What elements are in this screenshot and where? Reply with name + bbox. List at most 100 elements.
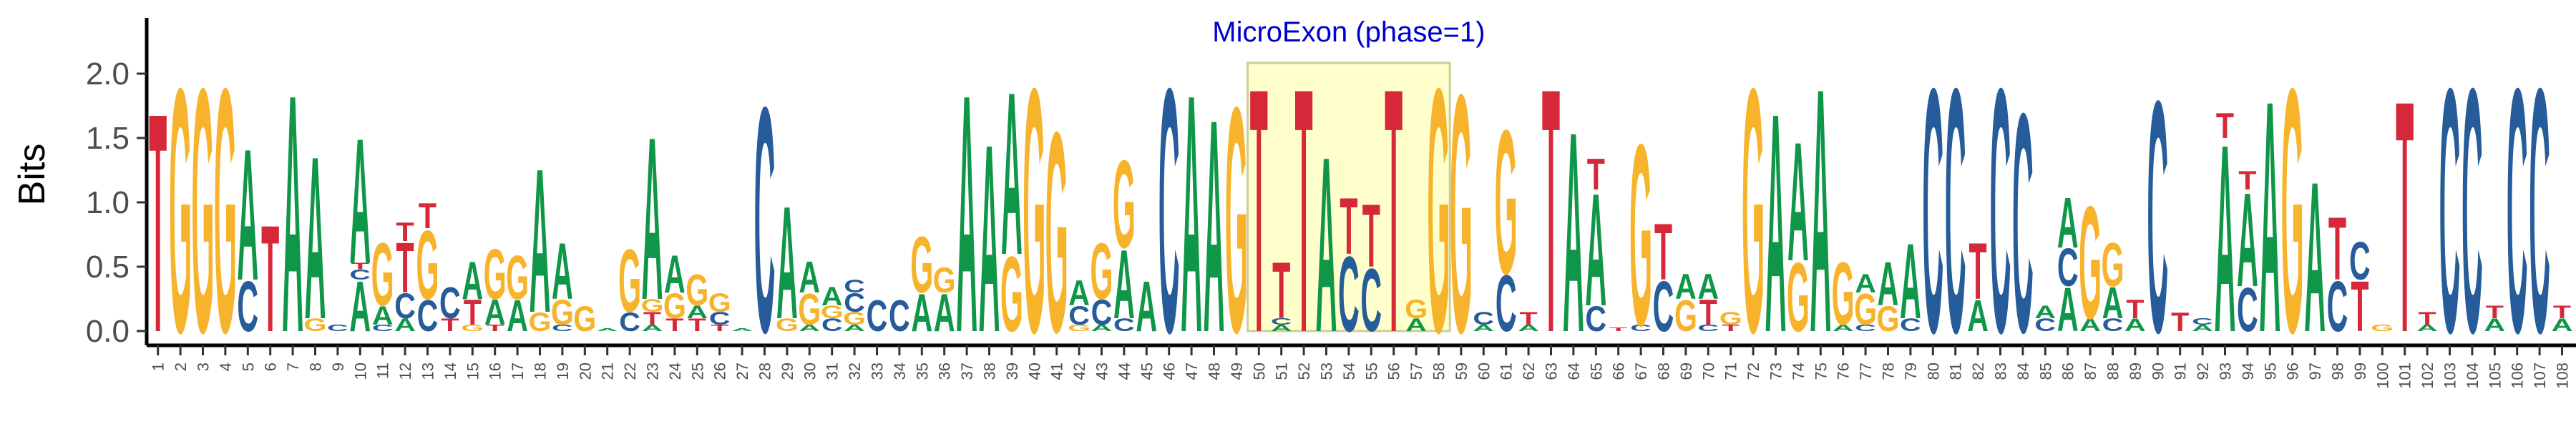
logo-letter-G: G — [1719, 309, 1742, 329]
x-tick-label: 60 — [1475, 363, 1493, 380]
logo-letter-T: T — [419, 196, 436, 236]
x-tick-label: 97 — [2306, 363, 2324, 380]
logo-letter-A: A — [2124, 315, 2146, 335]
logo-letter-C: C — [2147, 32, 2168, 402]
x-tick-label: 14 — [441, 363, 459, 380]
logo-letter-G: G — [1023, 16, 1045, 405]
x-tick-label: 50 — [1250, 363, 1268, 380]
logo-letter-G: G — [573, 299, 596, 339]
logo-letter-A: A — [2079, 315, 2101, 335]
x-tick-label: 48 — [1206, 363, 1224, 380]
logo-letter-G: G — [1000, 235, 1023, 355]
logo-letter-T: T — [2216, 106, 2234, 146]
x-tick-label: 45 — [1138, 363, 1156, 380]
logo-letter-A: A — [2259, 32, 2280, 402]
logo-letter-C: C — [1113, 315, 1135, 335]
x-tick-label: 23 — [644, 363, 662, 380]
x-tick-label: 84 — [2014, 363, 2032, 380]
x-tick-label: 21 — [599, 363, 617, 380]
logo-letter-A: A — [237, 109, 258, 319]
x-tick-label: 29 — [779, 363, 796, 380]
logo-letter-T: T — [2328, 199, 2346, 299]
x-tick-label: 5 — [239, 363, 257, 371]
x-tick-label: 18 — [532, 363, 550, 380]
logo-letter-A: A — [1810, 16, 1831, 405]
microexon-highlight-box — [1246, 61, 1451, 332]
logo-letter-A: A — [1585, 161, 1606, 340]
logo-letter-C: C — [552, 323, 573, 333]
logo-letter-G: G — [708, 288, 731, 318]
logo-letter-G: G — [910, 220, 933, 310]
x-tick-label: 38 — [981, 363, 999, 380]
x-tick-label: 73 — [1767, 363, 1785, 380]
x-tick-label: 25 — [688, 363, 706, 380]
logo-letter-C: C — [1585, 299, 1606, 339]
logo-letter-G: G — [1629, 89, 1652, 380]
microexon-label: MicroExon (phase=1) — [1212, 16, 1485, 48]
logo-letter-A: A — [731, 328, 753, 332]
logo-letter-C: C — [349, 267, 371, 282]
logo-letter-T: T — [688, 315, 706, 335]
logo-letter-G: G — [214, 16, 237, 405]
x-ticks: 1 2 3 4 5 6 7 8 9 10 11 12 13 14 15 16 17 18 19 20 21 22 23 24 2… — [150, 345, 2572, 389]
logo-letter-A: A — [799, 252, 820, 302]
x-tick-label: 43 — [1093, 363, 1111, 380]
x-tick-label: 2 — [172, 363, 190, 371]
logo-letter-C: C — [327, 323, 348, 333]
logo-letter-C: C — [439, 278, 461, 328]
logo-letter-A: A — [844, 323, 865, 333]
logo-letter-A: A — [821, 282, 843, 312]
logo-letter-T: T — [1722, 323, 1740, 333]
x-tick-label: 10 — [351, 363, 369, 380]
logo-letter-A: A — [1204, 56, 1225, 395]
logo-letter-C: C — [237, 267, 258, 347]
logo-letter-C: C — [2529, 16, 2550, 405]
logo-letter-A: A — [1473, 323, 1494, 333]
logo-letter-G: G — [416, 209, 439, 320]
x-tick-label: 26 — [711, 363, 729, 380]
logo-letter-T: T — [1969, 226, 1987, 316]
logo-letter-G: G — [1854, 285, 1877, 335]
logo-letter-C: C — [2439, 16, 2461, 405]
logo-letter-A: A — [2552, 315, 2573, 335]
logo-letter-C: C — [2349, 231, 2371, 291]
x-tick-label: 77 — [1857, 363, 1875, 380]
logo-letter-G: G — [461, 323, 484, 333]
logo-letter-C: C — [2034, 315, 2056, 335]
logo-letter-A: A — [642, 89, 663, 349]
logo-letter-G: G — [2079, 174, 2102, 352]
logo-letter-C: C — [1630, 323, 1652, 333]
logo-letter-T: T — [1542, 16, 1560, 405]
x-tick-label: 9 — [329, 363, 347, 371]
x-tick-label: 34 — [891, 363, 909, 380]
logo-letter-A: A — [2057, 275, 2079, 345]
logo-letter-A: A — [642, 323, 663, 333]
logo-letter-A: A — [911, 282, 932, 342]
x-tick-label: 107 — [2531, 363, 2549, 389]
logo-letter-G: G — [1450, 25, 1473, 404]
logo-letter-A: A — [597, 328, 618, 332]
y-tick-label: 0.5 — [86, 250, 130, 285]
x-tick-label: 53 — [1318, 363, 1336, 380]
axes: 0.00.51.01.52.0 1 2 3 4 5 6 7 8 9 10 11 12 13 14 15 16 1… — [11, 18, 2576, 389]
x-tick-label: 24 — [666, 363, 684, 380]
x-tick-label: 3 — [195, 363, 213, 371]
logo-letter-A: A — [2416, 323, 2438, 333]
logo-letter-A: A — [1787, 108, 1809, 297]
logo-letter-C: C — [1945, 16, 1966, 405]
x-tick-label: 100 — [2373, 363, 2391, 389]
logo-letter-C: C — [2012, 48, 2034, 398]
x-tick-label: 108 — [2554, 363, 2572, 389]
x-tick-label: 76 — [1835, 363, 1853, 380]
logo-letter-C: C — [2462, 16, 2483, 405]
x-tick-label: 31 — [824, 363, 841, 380]
y-tick-label: 1.5 — [86, 121, 130, 156]
logo-letter-A: A — [1675, 267, 1697, 307]
x-tick-label: 74 — [1790, 363, 1807, 380]
logo-letter-C: C — [1922, 16, 1943, 405]
logo-letter-C: C — [417, 291, 439, 341]
x-tick-label: 103 — [2441, 363, 2459, 389]
logo-letter-G: G — [2371, 323, 2394, 333]
logo-letter-A: A — [1181, 25, 1202, 404]
x-tick-label: 7 — [284, 363, 302, 371]
